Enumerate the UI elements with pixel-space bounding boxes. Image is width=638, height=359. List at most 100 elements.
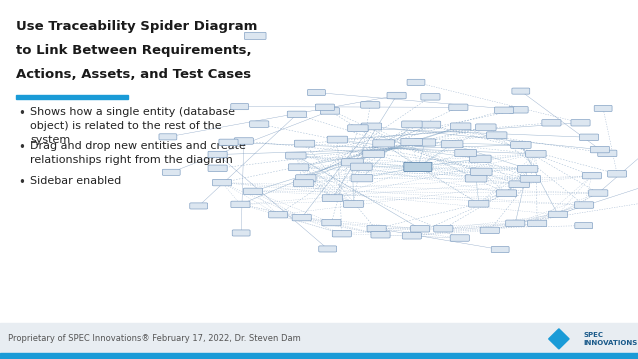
FancyBboxPatch shape	[420, 121, 441, 128]
FancyBboxPatch shape	[208, 151, 227, 158]
FancyBboxPatch shape	[575, 202, 594, 208]
Polygon shape	[549, 329, 569, 349]
Text: Actions, Assets, and Test Cases: Actions, Assets, and Test Cases	[16, 68, 251, 81]
FancyBboxPatch shape	[487, 132, 507, 139]
FancyBboxPatch shape	[582, 172, 602, 179]
FancyBboxPatch shape	[351, 175, 373, 182]
FancyBboxPatch shape	[208, 165, 227, 172]
FancyBboxPatch shape	[404, 162, 432, 172]
FancyBboxPatch shape	[212, 180, 232, 186]
FancyBboxPatch shape	[350, 163, 372, 170]
FancyBboxPatch shape	[322, 219, 341, 226]
FancyBboxPatch shape	[590, 146, 609, 153]
FancyBboxPatch shape	[319, 246, 337, 252]
FancyBboxPatch shape	[480, 227, 500, 234]
FancyBboxPatch shape	[470, 155, 491, 162]
FancyBboxPatch shape	[470, 168, 492, 175]
FancyBboxPatch shape	[450, 123, 471, 130]
FancyBboxPatch shape	[308, 89, 325, 95]
FancyBboxPatch shape	[361, 123, 382, 130]
FancyBboxPatch shape	[512, 88, 530, 94]
FancyBboxPatch shape	[607, 171, 627, 177]
FancyBboxPatch shape	[476, 124, 496, 131]
FancyBboxPatch shape	[520, 176, 540, 182]
FancyBboxPatch shape	[449, 104, 468, 111]
FancyBboxPatch shape	[219, 139, 238, 146]
FancyBboxPatch shape	[506, 220, 525, 227]
FancyBboxPatch shape	[292, 214, 311, 221]
FancyBboxPatch shape	[403, 233, 422, 239]
FancyBboxPatch shape	[402, 121, 422, 128]
FancyBboxPatch shape	[589, 190, 608, 196]
FancyBboxPatch shape	[287, 111, 306, 118]
Bar	[0, 323, 638, 359]
FancyBboxPatch shape	[231, 201, 250, 208]
FancyBboxPatch shape	[401, 139, 422, 146]
FancyBboxPatch shape	[468, 200, 489, 207]
FancyBboxPatch shape	[244, 188, 263, 195]
FancyBboxPatch shape	[598, 150, 617, 157]
FancyBboxPatch shape	[526, 150, 546, 157]
FancyBboxPatch shape	[286, 152, 306, 159]
FancyBboxPatch shape	[387, 92, 406, 99]
Text: Sidebar enabled: Sidebar enabled	[30, 176, 121, 186]
FancyBboxPatch shape	[332, 230, 352, 237]
FancyBboxPatch shape	[496, 190, 517, 197]
FancyBboxPatch shape	[232, 230, 250, 236]
FancyBboxPatch shape	[343, 200, 364, 207]
Text: •: •	[18, 176, 25, 188]
FancyBboxPatch shape	[455, 149, 477, 157]
Text: Proprietary of SPEC Innovations® February 17, 2022, Dr. Steven Dam: Proprietary of SPEC Innovations® Februar…	[8, 334, 301, 344]
FancyBboxPatch shape	[528, 220, 547, 227]
FancyBboxPatch shape	[517, 165, 538, 172]
FancyBboxPatch shape	[269, 211, 288, 218]
FancyBboxPatch shape	[348, 125, 368, 132]
Text: SPEC
INNOVATIONS: SPEC INNOVATIONS	[583, 332, 637, 346]
Text: Drag and drop new entities and create
relationships right from the diagram: Drag and drop new entities and create re…	[30, 141, 246, 165]
FancyBboxPatch shape	[491, 247, 509, 253]
FancyBboxPatch shape	[189, 203, 207, 209]
Text: •: •	[18, 141, 25, 154]
FancyBboxPatch shape	[571, 120, 590, 126]
FancyBboxPatch shape	[494, 107, 514, 113]
FancyBboxPatch shape	[371, 232, 390, 238]
FancyBboxPatch shape	[594, 106, 612, 112]
FancyBboxPatch shape	[548, 211, 567, 218]
FancyBboxPatch shape	[249, 121, 269, 127]
FancyBboxPatch shape	[322, 195, 343, 201]
FancyBboxPatch shape	[411, 225, 430, 232]
FancyBboxPatch shape	[373, 140, 394, 147]
Text: •: •	[18, 107, 25, 120]
FancyBboxPatch shape	[294, 140, 315, 147]
Text: Use Traceability Spider Diagram: Use Traceability Spider Diagram	[16, 20, 257, 33]
FancyBboxPatch shape	[542, 120, 561, 126]
Bar	[0, 353, 638, 359]
FancyBboxPatch shape	[295, 175, 316, 182]
FancyBboxPatch shape	[407, 79, 425, 85]
FancyBboxPatch shape	[288, 164, 309, 171]
FancyBboxPatch shape	[360, 102, 380, 108]
FancyBboxPatch shape	[465, 175, 487, 182]
FancyBboxPatch shape	[510, 141, 531, 148]
FancyBboxPatch shape	[342, 159, 364, 166]
FancyBboxPatch shape	[509, 181, 530, 188]
FancyBboxPatch shape	[441, 141, 463, 148]
FancyBboxPatch shape	[231, 104, 249, 110]
FancyBboxPatch shape	[579, 134, 598, 140]
FancyBboxPatch shape	[327, 136, 348, 143]
FancyBboxPatch shape	[414, 139, 436, 146]
FancyBboxPatch shape	[315, 104, 334, 111]
FancyBboxPatch shape	[509, 107, 528, 113]
FancyBboxPatch shape	[450, 235, 470, 241]
FancyBboxPatch shape	[421, 94, 440, 100]
FancyBboxPatch shape	[363, 150, 385, 158]
Text: Shows how a single entity (database
object) is related to the rest of the
system: Shows how a single entity (database obje…	[30, 107, 235, 145]
FancyBboxPatch shape	[367, 225, 386, 232]
FancyBboxPatch shape	[162, 169, 180, 175]
FancyBboxPatch shape	[575, 223, 593, 229]
FancyBboxPatch shape	[320, 108, 339, 114]
FancyBboxPatch shape	[244, 32, 266, 39]
Bar	[16, 95, 128, 99]
Text: to Link Between Requirements,: to Link Between Requirements,	[16, 44, 251, 57]
FancyBboxPatch shape	[234, 138, 253, 144]
